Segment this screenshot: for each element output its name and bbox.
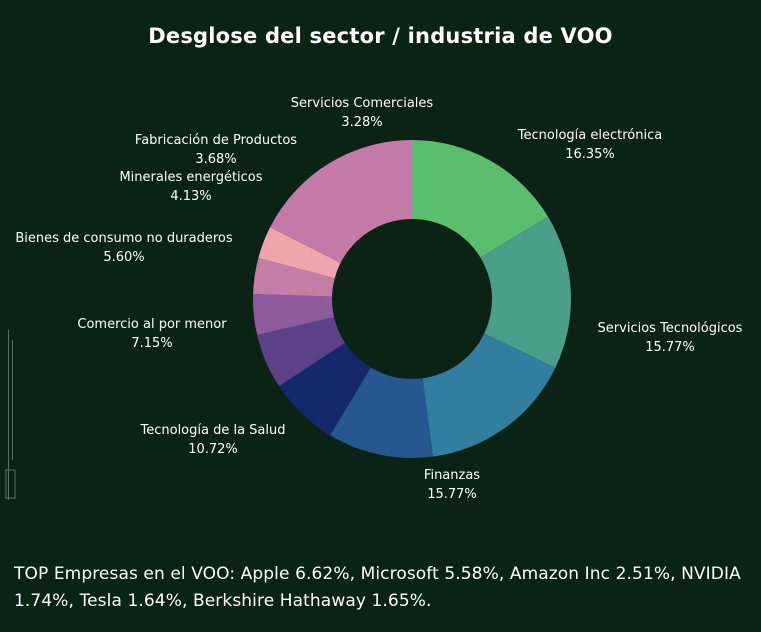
slice-label: Servicios Comerciales 3.28% — [291, 94, 433, 132]
slice-label-name: Servicios Comerciales — [290, 96, 434, 111]
donut-slice — [253, 257, 335, 297]
donut-slice — [279, 342, 371, 436]
slice-label-name: Servicios Tecnológicos — [597, 321, 743, 336]
slice-label-value: 7.15% — [131, 336, 173, 351]
slice-label-value: 4.13% — [170, 189, 212, 204]
slice-label: Tecnología de la Salud 10.72% — [140, 421, 285, 459]
slice-label-name: Bienes de consumo no duraderos — [15, 231, 233, 246]
side-watermark — [5, 330, 16, 500]
slice-label-name: Tecnología electrónica — [517, 128, 663, 143]
donut-slice — [253, 294, 335, 336]
slice-label-value: 10.72% — [188, 442, 238, 457]
slice-label-value: 3.28% — [341, 115, 383, 130]
slice-label-value: 15.77% — [427, 487, 477, 502]
donut-slice — [412, 140, 549, 258]
slice-label: Fabricación de Productos 3.68% — [135, 131, 297, 169]
slice-label-name: Tecnología de la Salud — [140, 423, 286, 438]
slice-label-name: Minerales energéticos — [119, 170, 263, 185]
slice-label-value: 5.60% — [103, 250, 145, 265]
chart-title: Desglose del sector / industria de VOO — [148, 24, 613, 48]
donut-slice — [330, 367, 434, 458]
donut-slice — [257, 317, 346, 387]
slice-label-name: Comercio al por menor — [77, 317, 227, 332]
slice-label: Minerales energéticos 4.13% — [119, 168, 262, 206]
footer-note: TOP Empresas en el VOO: Apple 6.62%, Mic… — [14, 564, 741, 611]
slice-label: Servicios Tecnológicos 15.77% — [598, 319, 743, 357]
slice-label: Bienes de consumo no duraderos 5.60% — [15, 229, 232, 267]
slice-label-value: 16.35% — [565, 147, 615, 162]
donut-slice — [422, 333, 556, 457]
donut-slice — [480, 216, 571, 368]
slice-label: Finanzas 15.77% — [424, 466, 480, 504]
slice-label-value: 3.68% — [195, 152, 237, 167]
slice-label-value: 15.77% — [645, 340, 695, 355]
slice-label-name: Finanzas — [423, 468, 481, 483]
slice-label: Comercio al por menor 7.15% — [77, 315, 226, 353]
slice-label: Tecnología electrónica 16.35% — [518, 126, 662, 164]
donut-slice-remainder — [270, 140, 412, 263]
slice-label-name: Fabricación de Productos — [134, 133, 298, 148]
donut-slice — [258, 227, 341, 279]
